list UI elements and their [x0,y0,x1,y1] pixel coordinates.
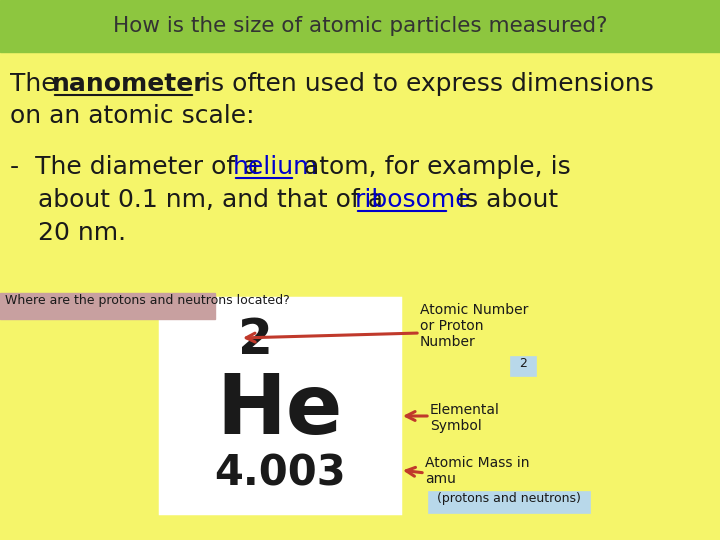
Text: Where are the protons and neutrons located?: Where are the protons and neutrons locat… [5,294,289,307]
Text: He: He [217,370,343,451]
Text: atom, for example, is: atom, for example, is [296,155,571,179]
Bar [0,293,215,319]
Text: is often used to express dimensions: is often used to express dimensions [196,72,654,96]
Text: 4.003: 4.003 [214,453,346,495]
Bar [0,0,720,52]
Text: helium: helium [233,155,318,179]
Bar [428,491,590,513]
Text: ribosome: ribosome [355,188,472,212]
Text: nanometer: nanometer [52,72,207,96]
Text: Elemental
Symbol: Elemental Symbol [430,403,500,433]
Text: How is the size of atomic particles measured?: How is the size of atomic particles meas… [113,16,607,36]
Text: -  The diameter of a: - The diameter of a [10,155,266,179]
Bar [510,356,536,376]
Text: about 0.1 nm, and that of a: about 0.1 nm, and that of a [38,188,391,212]
Text: Atomic Mass in
amu: Atomic Mass in amu [425,456,529,486]
Text: (protons and neutrons): (protons and neutrons) [437,492,581,505]
Text: Atomic Number
or Proton
Number: Atomic Number or Proton Number [420,303,528,349]
Text: 2: 2 [238,316,272,364]
Text: 2: 2 [519,357,527,370]
Text: on an atomic scale:: on an atomic scale: [10,104,254,128]
Text: is about: is about [450,188,558,212]
Text: 20 nm.: 20 nm. [38,221,126,245]
Text: The: The [10,72,65,96]
Bar [160,298,400,513]
